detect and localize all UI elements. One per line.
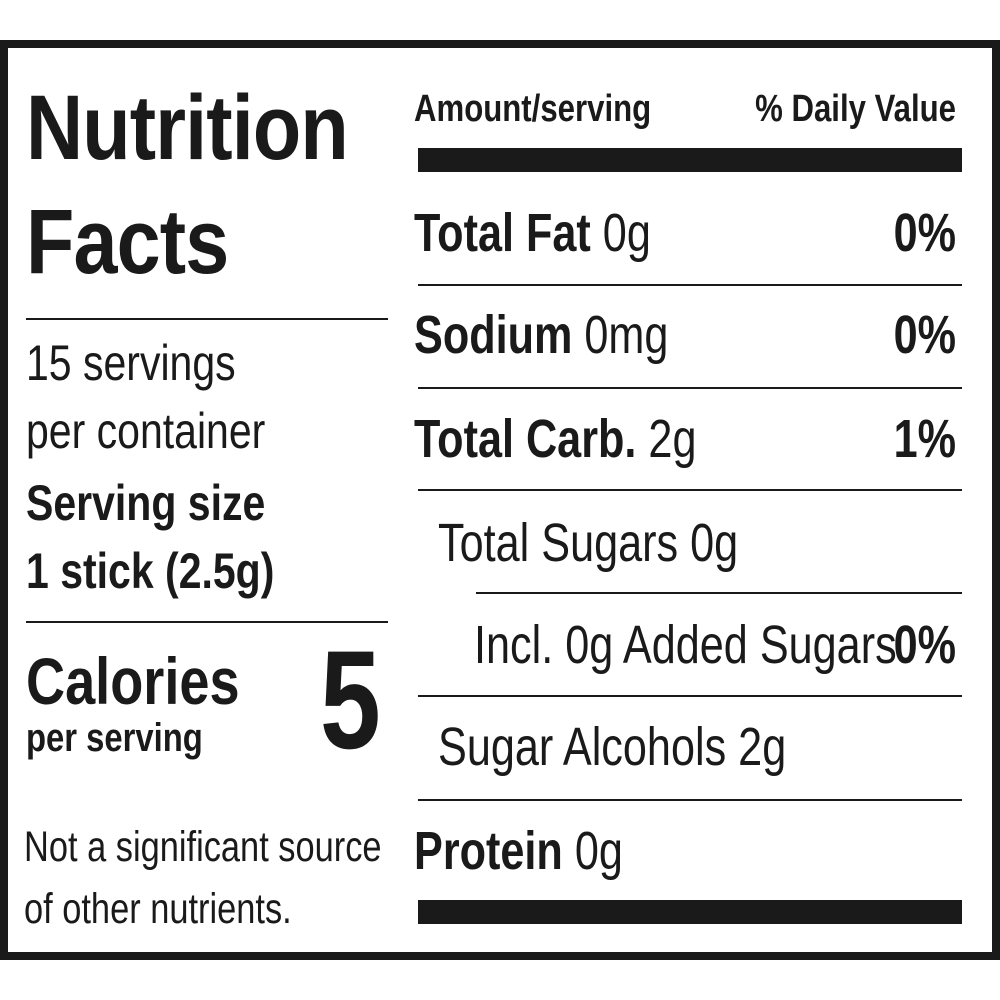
dv-total-fat: 0%: [893, 203, 956, 263]
nutrient-amount: 0g: [590, 203, 651, 263]
divider: [26, 621, 388, 623]
nutrient-amount: 2g: [636, 409, 697, 469]
divider: [418, 489, 962, 491]
serving-size-value: 1 stick (2.5g): [26, 543, 275, 599]
divider: [418, 799, 962, 801]
dv-added-sugars: 0%: [893, 615, 956, 675]
divider: [418, 387, 962, 389]
thick-rule: [418, 900, 962, 924]
serving-size-label: Serving size: [26, 475, 266, 531]
nutrient-name: Total Fat: [414, 203, 591, 263]
nutrient-amount: 0g: [562, 821, 623, 881]
title-nutrition: Nutrition: [26, 77, 349, 179]
nutrient-total-fat: Total Fat 0g: [414, 206, 710, 260]
servings-per-container-suffix: per container: [26, 403, 266, 459]
dv-sodium: 0%: [893, 305, 956, 365]
footnote-line-2: of other nutrients.: [24, 885, 292, 933]
servings-per-container: 15 servings: [26, 335, 236, 391]
nutrient-protein: Protein 0g: [414, 824, 675, 878]
calories-value: 5: [320, 621, 381, 778]
nutrient-sodium: Sodium 0mg: [414, 308, 732, 362]
calories-per-serving-label: per serving: [26, 716, 203, 760]
thick-rule: [418, 148, 962, 172]
nutrition-facts-panel: Nutrition Facts 15 servings per containe…: [0, 40, 1000, 960]
nutrient-total-carb: Total Carb. 2g: [414, 412, 767, 466]
amount-per-serving-header: Amount/serving: [414, 88, 652, 130]
divider: [26, 318, 388, 320]
nutrient-total-sugars: Total Sugars 0g: [438, 513, 739, 573]
dv-total-carb: 1%: [893, 409, 956, 469]
nutrient-sugar-alcohols: Sugar Alcohols 2g: [438, 717, 787, 777]
divider: [418, 695, 962, 697]
divider: [476, 592, 962, 594]
calories-label: Calories: [26, 644, 240, 718]
title-facts: Facts: [26, 191, 229, 293]
nutrient-name: Total Carb.: [414, 409, 637, 469]
nutrient-amount: 0mg: [572, 305, 669, 365]
nutrient-added-sugars: Incl. 0g Added Sugars: [474, 615, 897, 675]
nutrient-name: Sodium: [414, 305, 573, 365]
nutrient-name: Protein: [414, 821, 563, 881]
daily-value-header: % Daily Value: [755, 88, 956, 130]
footnote-line-1: Not a significant source: [24, 823, 382, 871]
divider: [418, 284, 962, 286]
